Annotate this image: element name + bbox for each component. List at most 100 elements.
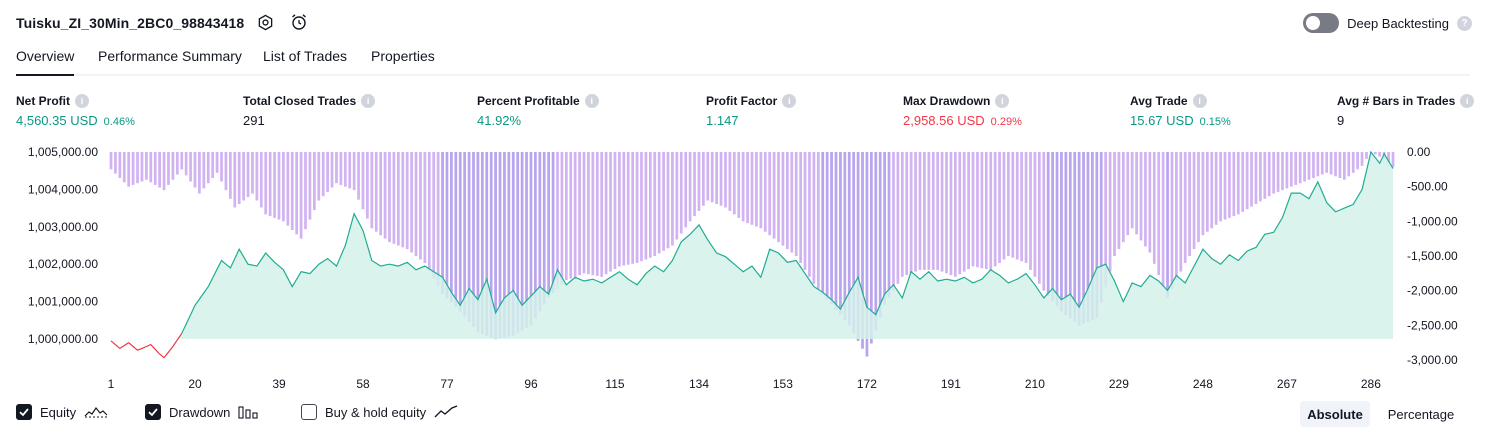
drawdown-bar xyxy=(1179,152,1183,272)
drawdown-bar xyxy=(131,152,135,185)
drawdown-bar xyxy=(1267,152,1271,197)
drawdown-bar xyxy=(1391,152,1395,168)
right-axis-tick: -3,000.00 xyxy=(1407,353,1458,367)
drawdown-bar xyxy=(317,152,321,201)
drawdown-bar xyxy=(1042,152,1046,291)
metric-total-closed-trades: Total Closed Trades i 291 xyxy=(243,94,376,128)
settings-button[interactable] xyxy=(256,13,274,31)
drawdown-bar xyxy=(688,152,692,222)
info-icon[interactable]: i xyxy=(1460,94,1475,108)
drawdown-bar xyxy=(171,152,175,180)
info-icon[interactable]: i xyxy=(361,94,376,108)
drawdown-bar xyxy=(569,152,573,279)
drawdown-bar xyxy=(967,152,970,269)
drawdown-bar xyxy=(945,152,948,274)
info-icon[interactable]: i xyxy=(75,94,89,108)
drawdown-checkbox[interactable] xyxy=(145,404,161,420)
drawdown-bar xyxy=(118,152,122,178)
drawdown-bar xyxy=(290,152,294,230)
drawdown-bar xyxy=(370,152,374,229)
drawdown-bar xyxy=(998,152,1001,263)
drawdown-bar xyxy=(1387,152,1390,164)
drawdown-bars xyxy=(109,152,1395,357)
equity-checkbox[interactable] xyxy=(16,404,32,420)
equity-label: Equity xyxy=(40,404,77,420)
info-icon[interactable]: i xyxy=(1192,94,1207,108)
drawdown-bar xyxy=(1236,152,1240,215)
drawdown-bar xyxy=(971,152,975,267)
drawdown-bar xyxy=(1099,152,1103,303)
drawdown-bar xyxy=(573,152,577,277)
drawdown-bar xyxy=(724,152,727,208)
drawdown-bar xyxy=(1166,152,1169,298)
absolute-button[interactable]: Absolute xyxy=(1300,401,1370,427)
tab-properties[interactable]: Properties xyxy=(371,48,435,64)
drawdown-bar xyxy=(1192,152,1196,250)
drawdown-bar xyxy=(198,152,201,194)
info-icon[interactable]: i xyxy=(995,94,1010,108)
drawdown-bar xyxy=(719,152,723,206)
drawdown-bar xyxy=(560,152,564,285)
drawdown-bar xyxy=(180,152,184,170)
info-icon[interactable]: i xyxy=(782,94,797,108)
drawdown-bar xyxy=(127,152,131,187)
drawdown-bar xyxy=(206,152,210,184)
drawdown-bar xyxy=(865,152,869,357)
drawdown-bar xyxy=(109,152,113,170)
drawdown-bar xyxy=(1148,152,1152,253)
drawdown-bar xyxy=(1223,152,1227,220)
info-icon[interactable]: i xyxy=(584,94,599,108)
drawdown-bar xyxy=(1077,152,1081,326)
deep-backtesting-toggle[interactable] xyxy=(1303,13,1340,33)
drawdown-bar xyxy=(419,152,422,260)
drawdown-bar xyxy=(702,152,705,206)
drawdown-bar xyxy=(503,152,506,338)
drawdown-bar xyxy=(626,152,630,265)
drawdown-bar xyxy=(507,152,511,337)
drawdown-bar xyxy=(1347,152,1351,177)
strategy-title: Tuisku_ZI_30Min_2BC0_98843418 xyxy=(16,15,245,31)
tab-performance-summary[interactable]: Performance Summary xyxy=(98,48,242,64)
percentage-button[interactable]: Percentage xyxy=(1387,406,1455,422)
drawdown-bar xyxy=(750,152,754,225)
drawdown-bar xyxy=(953,152,957,277)
drawdown-bar xyxy=(237,152,241,204)
drawdown-bar xyxy=(578,152,581,276)
metric-label: Profit Factor xyxy=(706,94,778,108)
drawdown-bar xyxy=(1365,152,1368,159)
drawdown-label: Drawdown xyxy=(169,404,231,420)
legend-buy-hold[interactable]: Buy & hold equity xyxy=(301,404,458,420)
drawdown-bar xyxy=(1020,152,1024,262)
equity-drawdown-chart: 1,005,000.00 1,004,000.00 1,003,000.00 1,00… xyxy=(28,145,1458,391)
drawdown-bar xyxy=(755,152,758,227)
question-icon[interactable]: ? xyxy=(1457,15,1472,31)
drawdown-bar xyxy=(564,152,568,281)
deep-backtesting-label: Deep Backtesting xyxy=(1347,15,1449,31)
drawdown-bar xyxy=(984,152,988,269)
drawdown-bar xyxy=(1175,152,1178,281)
legend-drawdown[interactable]: Drawdown xyxy=(145,404,260,420)
drawdown-bar xyxy=(1378,152,1382,157)
x-axis-tick: 96 xyxy=(524,377,538,391)
drawdown-bar xyxy=(211,152,215,178)
drawdown-bar xyxy=(914,152,917,272)
metric-percent: 0.29% xyxy=(990,116,1022,128)
drawdown-bar xyxy=(396,152,400,246)
drawdown-bar xyxy=(1046,152,1050,296)
drawdown-bar xyxy=(1188,152,1192,256)
legend-equity[interactable]: Equity xyxy=(16,404,108,420)
drawdown-bar xyxy=(675,152,679,240)
x-axis-tick: 58 xyxy=(356,377,370,391)
drawdown-bar xyxy=(1329,152,1333,175)
drawdown-bar xyxy=(1157,152,1161,276)
buy-hold-checkbox[interactable] xyxy=(301,404,317,420)
tab-overview[interactable]: Overview xyxy=(16,48,75,76)
alert-button[interactable] xyxy=(290,13,308,31)
drawdown-bar xyxy=(233,152,237,208)
drawdown-bar xyxy=(892,152,895,291)
drawdown-bar xyxy=(1108,152,1112,272)
drawdown-bar xyxy=(1113,152,1116,256)
metric-net-profit: Net Profit i 4,560.35 USD 0.46% xyxy=(16,94,135,128)
tab-list-of-trades[interactable]: List of Trades xyxy=(263,48,348,64)
drawdown-bar xyxy=(1082,152,1085,324)
